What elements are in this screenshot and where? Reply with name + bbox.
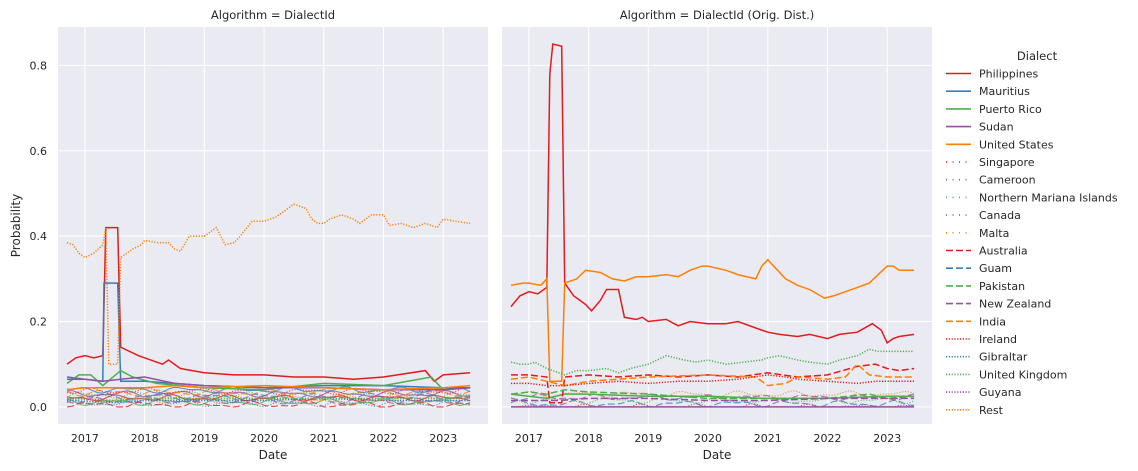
legend-label: Australia: [979, 245, 1028, 258]
legend-item: Sudan: [946, 121, 1014, 134]
series-line-united-states: [66, 384, 471, 391]
legend-item: Gibraltar: [946, 351, 1028, 364]
legend-label: Cameroon: [979, 174, 1036, 187]
series-line-philippines: [510, 43, 915, 345]
x-tick-label: 2022: [813, 432, 841, 445]
legend-label: Guyana: [979, 386, 1021, 399]
legend-label: Philippines: [979, 68, 1039, 81]
x-tick-label: 2019: [190, 432, 218, 445]
background-series-line: [66, 396, 471, 405]
legend-label: Guam: [979, 262, 1012, 275]
series-line-pakistan: [510, 389, 915, 400]
panel-background: [58, 27, 488, 424]
legend-item: Singapore: [946, 156, 1035, 169]
legend-item: Pakistan: [946, 280, 1025, 293]
legend-label: New Zealand: [979, 298, 1051, 311]
legend-item: Northern Mariana Islands: [946, 191, 1118, 204]
legend-item: New Zealand: [946, 298, 1051, 311]
panel-1: 2017 2018 2019 2020 2021 2022 2023 0.0 0.2 0.4 0.6…: [30, 8, 488, 462]
background-series-line: [66, 387, 471, 396]
legend-item: United Kingdom: [946, 368, 1067, 381]
series-line-new-zealand: [511, 397, 915, 402]
series-line-united-states: [510, 258, 915, 383]
legend-label: United Kingdom: [979, 368, 1067, 381]
legend-label: Puerto Rico: [979, 103, 1042, 116]
panel-title: Algorithm = DialectId: [211, 8, 335, 22]
background-series-line: [510, 399, 915, 408]
legend-item: Canada: [946, 209, 1021, 222]
legend-item: Malta: [946, 227, 1009, 240]
background-series-line: [66, 398, 471, 406]
x-tick-label: 2022: [369, 432, 397, 445]
legend-label: Rest: [979, 404, 1004, 417]
plot-area: [510, 43, 915, 408]
background-series-line: [66, 399, 471, 408]
legend-label: United States: [979, 138, 1054, 151]
x-tick-label: 2017: [71, 432, 99, 445]
legend-item: India: [946, 315, 1006, 328]
legend-label: Sudan: [979, 121, 1014, 134]
y-tick-label: 0.6: [30, 145, 48, 158]
series-line-ireland: [511, 374, 915, 387]
background-series-line: [66, 391, 471, 400]
background-series-line: [66, 390, 471, 398]
x-tick-label: 2023: [873, 432, 901, 445]
x-tick-label: 2020: [250, 432, 278, 445]
legend-label: Gibraltar: [979, 351, 1028, 364]
panel-title: Algorithm = DialectId (Orig. Dist.): [620, 8, 815, 22]
x-tick-label: 2021: [754, 432, 782, 445]
x-axis-label: Date: [703, 448, 732, 462]
series-line-australia: [511, 363, 915, 404]
legend: Dialect Philippines Mauritius Puerto Rico Su…: [946, 49, 1118, 417]
panel-background: [502, 27, 932, 424]
legend-label: Malta: [979, 227, 1009, 240]
background-series-line: [66, 385, 471, 394]
series-line-rest: [66, 203, 471, 365]
x-tick-label: 2023: [429, 432, 457, 445]
legend-item: Philippines: [946, 68, 1039, 81]
y-tick-label: 0.2: [30, 316, 48, 329]
background-series-line: [511, 403, 915, 408]
y-tick-label: 0.0: [30, 401, 48, 414]
legend-item: United States: [946, 138, 1054, 151]
legend-title: Dialect: [1017, 49, 1058, 63]
legend-label: India: [979, 315, 1006, 328]
x-axis-label: Date: [259, 448, 288, 462]
legend-item: Puerto Rico: [946, 103, 1042, 116]
legend-item: Rest: [946, 404, 1004, 417]
x-tick-label: 2019: [634, 432, 662, 445]
legend-item: Guam: [946, 262, 1012, 275]
legend-label: Ireland: [979, 333, 1017, 346]
series-line-united-kingdom: [510, 348, 915, 376]
series-line-united-kingdom: [66, 397, 471, 402]
legend-item: Mauritius: [946, 85, 1030, 98]
legend-item: Ireland: [946, 333, 1017, 346]
legend-item: Australia: [946, 245, 1028, 258]
series-line-gibraltar: [66, 397, 471, 404]
series-line-philippines: [66, 226, 471, 383]
legend-label: Singapore: [979, 156, 1035, 169]
y-axis-label: Probability: [9, 194, 23, 257]
x-tick-label: 2020: [694, 432, 722, 445]
legend-label: Northern Mariana Islands: [979, 191, 1118, 204]
legend-item: Cameroon: [946, 174, 1036, 187]
legend-label: Mauritius: [979, 85, 1030, 98]
x-tick-label: 2017: [515, 432, 543, 445]
plot-area: [66, 203, 471, 408]
x-tick-label: 2021: [310, 432, 338, 445]
legend-label: Pakistan: [979, 280, 1025, 293]
x-tick-label: 2018: [131, 432, 159, 445]
y-tick-label: 0.8: [30, 59, 48, 72]
panel-2: 2017 2018 2019 2020 2021 2022 2023 Algorithm = …: [502, 8, 932, 462]
x-tick-label: 2018: [575, 432, 603, 445]
background-series-line: [66, 395, 471, 404]
legend-item: Guyana: [946, 386, 1021, 399]
y-tick-label: 0.4: [30, 230, 48, 243]
legend-label: Canada: [979, 209, 1021, 222]
background-series-line: [66, 400, 471, 408]
